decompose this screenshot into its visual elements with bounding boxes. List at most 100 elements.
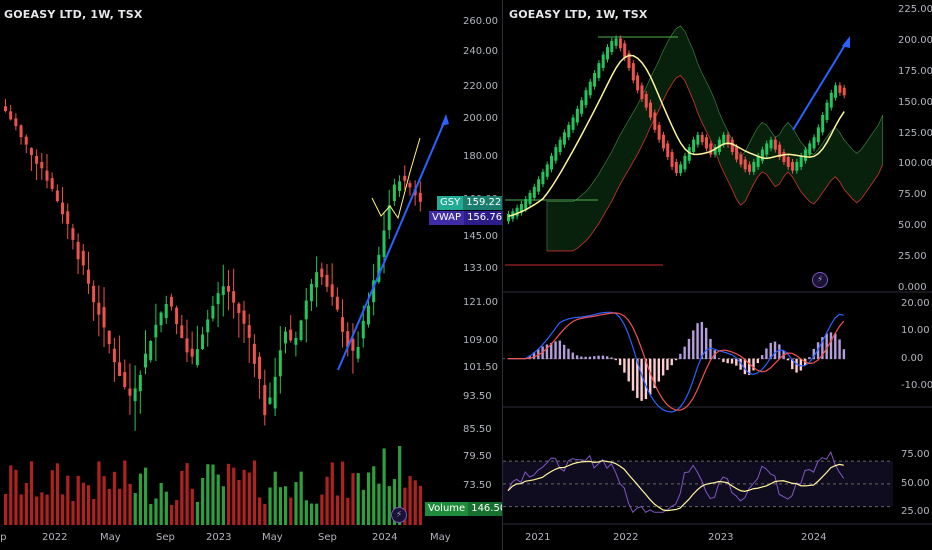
macd-histogram-bar bbox=[597, 355, 600, 360]
candle-body bbox=[842, 87, 846, 96]
candle-body bbox=[237, 303, 241, 314]
macd-histogram-bar bbox=[769, 342, 772, 360]
candle-body bbox=[636, 75, 640, 91]
volume-bar bbox=[35, 496, 39, 525]
volume-bar bbox=[144, 467, 148, 525]
volume-bar bbox=[14, 469, 18, 525]
right-chart-pane[interactable]: GOEASY LTD, 1W, TSX 225.00 200.00 175.00 15… bbox=[503, 0, 932, 550]
rsi-ma-line bbox=[507, 460, 844, 512]
candle-body bbox=[752, 161, 756, 172]
candle-body bbox=[81, 250, 85, 266]
macd-histogram-bar bbox=[584, 356, 587, 360]
candle-body bbox=[524, 199, 528, 209]
candle-body bbox=[190, 348, 194, 357]
macd-histogram-bar bbox=[674, 358, 678, 361]
candle-body bbox=[593, 73, 597, 87]
volume-bar bbox=[128, 483, 132, 525]
right-time-tick: 2023 bbox=[708, 532, 734, 543]
lightning-icon[interactable]: ⚡ bbox=[812, 272, 828, 288]
right-price-tick: 175.00 bbox=[898, 65, 932, 77]
macd-histogram-bar bbox=[627, 358, 630, 382]
right-price-tick: 200.00 bbox=[898, 34, 932, 46]
candle-body bbox=[532, 186, 536, 198]
volume-bar bbox=[29, 461, 34, 525]
volume-bar bbox=[341, 461, 345, 525]
volume-bar bbox=[346, 497, 350, 525]
candle-body bbox=[403, 175, 407, 181]
candle-body bbox=[545, 164, 549, 177]
right-indicator-chart[interactable] bbox=[503, 0, 932, 550]
lightning-icon[interactable]: ⚡ bbox=[391, 507, 407, 523]
rsi-tick: 75.00 bbox=[901, 449, 930, 461]
candle-body bbox=[713, 147, 717, 155]
volume-bar bbox=[159, 483, 163, 525]
candle-body bbox=[351, 338, 355, 351]
gsy-tag-label: GSY bbox=[437, 196, 464, 210]
left-price-tick: 133.00 bbox=[463, 263, 498, 274]
macd-histogram-bar bbox=[649, 358, 652, 395]
left-chart-pane[interactable]: GOEASY LTD, 1W, TSX 260.00 240.00 220.00 20… bbox=[0, 0, 523, 550]
volume-bar bbox=[366, 472, 371, 525]
left-price-tick: 121.00 bbox=[463, 297, 498, 308]
candle-body bbox=[273, 376, 277, 409]
macd-tick: 0.00 bbox=[901, 352, 924, 364]
macd-histogram-bar bbox=[773, 341, 777, 360]
candle-body bbox=[55, 190, 59, 202]
left-time-tick: May bbox=[430, 532, 451, 543]
candle-body bbox=[138, 374, 142, 392]
volume-bar bbox=[418, 485, 423, 525]
volume-bar bbox=[185, 463, 189, 525]
candle-body bbox=[618, 38, 622, 49]
macd-histogram-bar bbox=[726, 358, 729, 364]
volume-bar bbox=[325, 476, 329, 525]
candle-body bbox=[773, 139, 777, 150]
candle-body bbox=[623, 43, 627, 59]
volume-bar bbox=[190, 488, 194, 525]
candle-body bbox=[341, 317, 345, 332]
pane-divider[interactable] bbox=[502, 0, 503, 550]
macd-histogram-bar bbox=[821, 337, 824, 360]
macd-histogram-bar bbox=[756, 358, 760, 364]
right-price-tick: 100.00 bbox=[898, 158, 932, 170]
candle-body bbox=[803, 149, 807, 161]
candle-body bbox=[45, 170, 49, 181]
macd-histogram-bar bbox=[661, 358, 665, 376]
candle-body bbox=[610, 40, 614, 53]
macd-histogram-bar bbox=[739, 358, 742, 370]
candle-body bbox=[743, 159, 747, 170]
candle-body bbox=[284, 331, 287, 344]
left-price-tick: 180.00 bbox=[463, 151, 498, 162]
candle-body bbox=[263, 385, 267, 416]
macd-histogram-bar bbox=[636, 358, 639, 398]
macd-histogram-bar bbox=[838, 339, 841, 360]
candle-body bbox=[722, 134, 726, 145]
candle-body bbox=[661, 134, 665, 149]
volume-bar bbox=[268, 487, 272, 525]
candle-body bbox=[760, 149, 764, 161]
candle-body bbox=[335, 296, 339, 310]
candle-body bbox=[159, 312, 163, 326]
macd-histogram-bar bbox=[791, 358, 794, 370]
candle-body bbox=[19, 125, 23, 138]
left-price-chart[interactable] bbox=[0, 0, 502, 550]
candle-body bbox=[195, 349, 199, 366]
candle-body bbox=[567, 124, 571, 138]
volume-bar bbox=[97, 461, 101, 525]
candle-body bbox=[175, 307, 179, 324]
vwap-tag-value: 156.76 bbox=[464, 211, 506, 225]
candle-body bbox=[748, 164, 752, 172]
candle-body bbox=[580, 100, 584, 114]
macd-histogram-bar bbox=[666, 358, 669, 370]
candle-body bbox=[346, 331, 350, 348]
macd-tick: 20.00 bbox=[901, 297, 930, 309]
macd-histogram-bar bbox=[722, 358, 725, 363]
left-price-tick: 260.00 bbox=[463, 16, 498, 27]
macd-histogram-bar bbox=[631, 358, 635, 391]
left-chart-title: GOEASY LTD, 1W, TSX bbox=[4, 8, 143, 21]
candle-body bbox=[97, 302, 101, 315]
macd-histogram-bar bbox=[580, 356, 583, 360]
macd-histogram-bar bbox=[752, 358, 755, 371]
candle-body bbox=[14, 118, 18, 127]
macd-histogram-bar bbox=[717, 358, 721, 360]
volume-bar bbox=[392, 479, 397, 525]
